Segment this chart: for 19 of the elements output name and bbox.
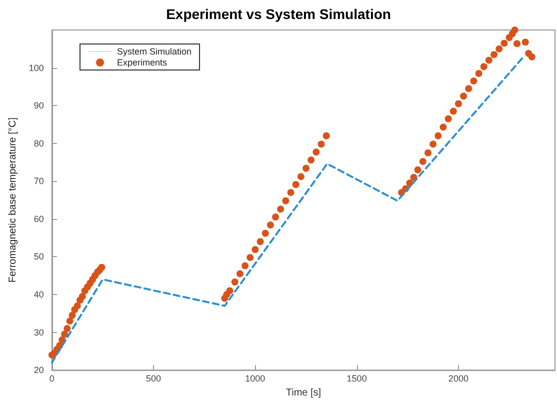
y-tick-label: 50	[34, 252, 44, 262]
chart-title: Experiment vs System Simulation	[166, 6, 391, 22]
y-tick-label: 30	[34, 327, 44, 338]
y-tick-label: 70	[34, 176, 44, 186]
x-tick-label: 1000	[245, 374, 266, 384]
legend-label: Experiments	[117, 58, 168, 68]
x-tick-label: 500	[146, 374, 162, 384]
y-tick-label: 60	[34, 214, 44, 224]
y-tick-label: 20	[34, 365, 44, 376]
y-tick-label: 90	[34, 100, 44, 111]
x-tick-label: 0	[49, 374, 54, 384]
y-tick-label: 40	[34, 290, 44, 300]
x-tick-label: 2000	[448, 374, 468, 384]
x-tick-label: 1500	[346, 374, 367, 384]
y-tick-label: 80	[34, 138, 44, 148]
legend-label: System Simulation	[117, 46, 192, 56]
x-axis-title: Time [s]	[286, 388, 322, 398]
y-tick-label: 100	[28, 62, 44, 73]
y-axis-title: Ferromagnetic base temperature [°C]	[8, 117, 18, 283]
